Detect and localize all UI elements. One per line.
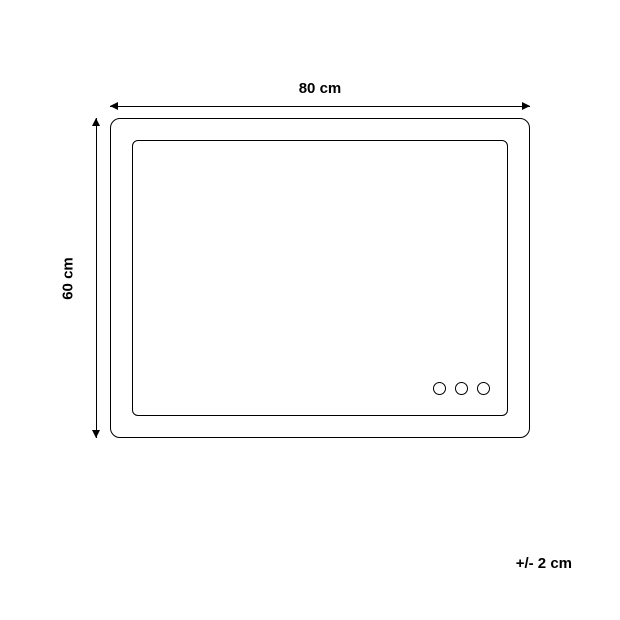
width-arrow-left — [110, 102, 118, 110]
height-arrow-up — [92, 118, 100, 126]
width-label: 80 cm — [110, 80, 530, 97]
dimension-diagram: { "dimensions": { "width_label": "80 cm"… — [0, 0, 620, 620]
tolerance-label: +/- 2 cm — [516, 555, 572, 572]
button-indicator-3 — [477, 382, 490, 395]
height-arrow-down — [92, 430, 100, 438]
button-indicator-1 — [433, 382, 446, 395]
button-indicator-2 — [455, 382, 468, 395]
product-outline-inner — [132, 140, 508, 416]
width-arrow-right — [522, 102, 530, 110]
height-dimension-line — [96, 118, 97, 438]
height-label: 60 cm — [60, 249, 77, 309]
width-dimension-line — [110, 106, 530, 107]
